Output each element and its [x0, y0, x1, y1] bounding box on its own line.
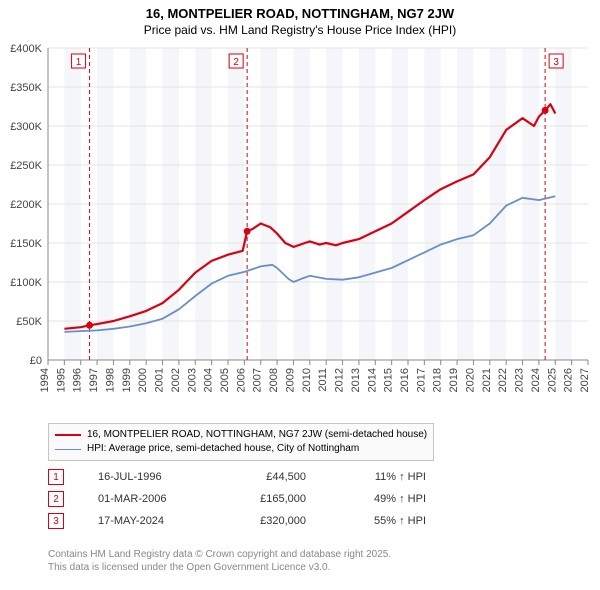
svg-text:2025: 2025: [546, 368, 558, 392]
svg-text:2002: 2002: [170, 368, 182, 392]
svg-text:2013: 2013: [350, 368, 362, 392]
svg-text:2018: 2018: [432, 368, 444, 392]
svg-text:2020: 2020: [464, 368, 476, 392]
footer-line-2: This data is licensed under the Open Gov…: [48, 561, 391, 574]
svg-text:1998: 1998: [104, 368, 116, 392]
svg-text:2005: 2005: [219, 368, 231, 392]
svg-text:2027: 2027: [579, 368, 591, 392]
legend: 16, MONTPELIER ROAD, NOTTINGHAM, NG7 2JW…: [48, 423, 434, 461]
svg-text:1995: 1995: [55, 368, 67, 392]
marker-date: 01-MAR-2006: [64, 493, 196, 505]
legend-swatch-hpi: [55, 449, 81, 450]
svg-text:2016: 2016: [399, 368, 411, 392]
svg-text:2015: 2015: [383, 368, 395, 392]
svg-text:2008: 2008: [268, 368, 280, 392]
footer-attribution: Contains HM Land Registry data © Crown c…: [48, 548, 391, 574]
svg-text:2001: 2001: [154, 368, 166, 392]
price-chart: £0 £50K £100K £150K £200K £250K £300K £350K £400…: [0, 40, 600, 420]
svg-text:1994: 1994: [39, 368, 51, 392]
svg-text:2: 2: [233, 57, 239, 68]
svg-text:2004: 2004: [203, 368, 215, 392]
marker-price: £44,500: [196, 471, 306, 483]
svg-text:2010: 2010: [301, 368, 313, 392]
table-row: 1 16-JUL-1996 £44,500 11% ↑ HPI: [48, 466, 588, 488]
svg-text:2011: 2011: [317, 368, 329, 392]
marker-price: £320,000: [196, 515, 306, 527]
svg-text:£150K: £150K: [10, 238, 42, 250]
svg-text:£300K: £300K: [10, 121, 42, 133]
marker-pct: 11% ↑ HPI: [306, 471, 426, 483]
svg-text:2026: 2026: [563, 368, 575, 392]
svg-text:2003: 2003: [186, 368, 198, 392]
svg-text:2024: 2024: [530, 368, 542, 392]
sale-markers-table: 1 16-JUL-1996 £44,500 11% ↑ HPI 2 01-MAR…: [48, 466, 588, 532]
svg-text:2007: 2007: [252, 368, 264, 392]
marker-date: 17-MAY-2024: [64, 515, 196, 527]
marker-box-2: 2: [48, 491, 64, 507]
marker-pct: 49% ↑ HPI: [306, 493, 426, 505]
marker-price: £165,000: [196, 493, 306, 505]
legend-label-hpi: HPI: Average price, semi-detached house,…: [87, 442, 359, 456]
chart-title: 16, MONTPELIER ROAD, NOTTINGHAM, NG7 2JW: [0, 0, 600, 21]
table-row: 2 01-MAR-2006 £165,000 49% ↑ HPI: [48, 488, 588, 510]
svg-text:£200K: £200K: [10, 199, 42, 211]
legend-swatch-property: [55, 434, 81, 436]
svg-text:1997: 1997: [88, 368, 100, 392]
chart-subtitle: Price paid vs. HM Land Registry's House …: [0, 21, 600, 41]
svg-text:2012: 2012: [334, 368, 346, 392]
svg-text:2014: 2014: [366, 368, 378, 392]
svg-text:2009: 2009: [284, 368, 296, 392]
svg-text:£50K: £50K: [16, 316, 42, 328]
svg-text:2019: 2019: [448, 368, 460, 392]
svg-text:£350K: £350K: [10, 82, 42, 94]
svg-text:2022: 2022: [497, 368, 509, 392]
svg-text:1996: 1996: [72, 368, 84, 392]
svg-text:1999: 1999: [121, 368, 133, 392]
svg-text:2021: 2021: [481, 368, 493, 392]
footer-line-1: Contains HM Land Registry data © Crown c…: [48, 548, 391, 561]
svg-text:£250K: £250K: [10, 160, 42, 172]
marker-pct: 55% ↑ HPI: [306, 515, 426, 527]
marker-date: 16-JUL-1996: [64, 471, 196, 483]
svg-text:£100K: £100K: [10, 277, 42, 289]
svg-text:2017: 2017: [415, 368, 427, 392]
svg-text:2006: 2006: [235, 368, 247, 392]
svg-text:2023: 2023: [514, 368, 526, 392]
table-row: 3 17-MAY-2024 £320,000 55% ↑ HPI: [48, 510, 588, 532]
svg-text:£400K: £400K: [10, 43, 42, 55]
marker-box-3: 3: [48, 513, 64, 529]
svg-text:1: 1: [76, 57, 82, 68]
svg-text:2000: 2000: [137, 368, 149, 392]
legend-label-property: 16, MONTPELIER ROAD, NOTTINGHAM, NG7 2JW…: [87, 428, 427, 442]
svg-text:3: 3: [553, 57, 559, 68]
marker-box-1: 1: [48, 469, 64, 485]
svg-text:£0: £0: [30, 355, 42, 367]
